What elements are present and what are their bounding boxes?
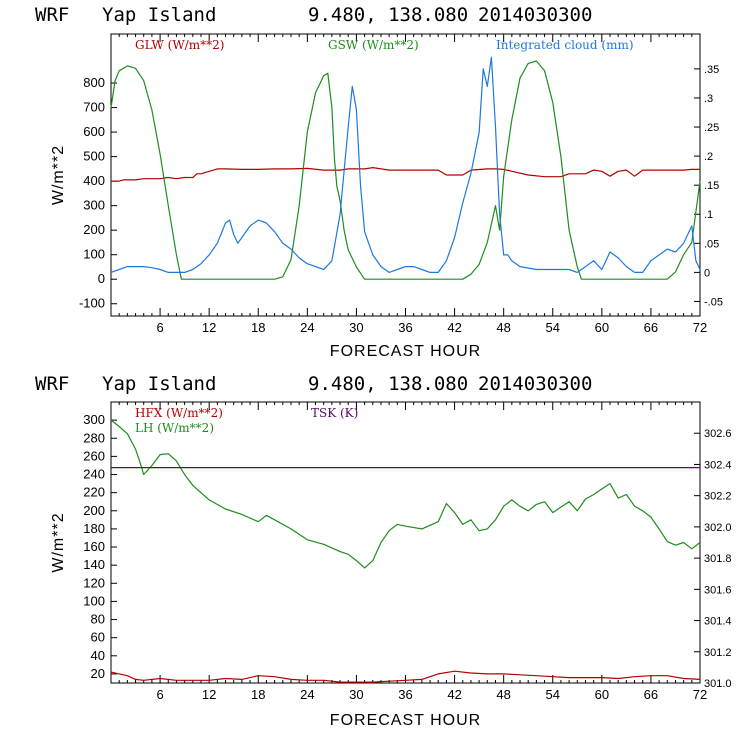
y2-tick-label: .05 (704, 238, 719, 250)
series-line-2 (110, 60, 701, 280)
y-tick-label: -100 (79, 296, 105, 311)
y-tick-label: 0 (98, 271, 105, 286)
y-tick-label: 60 (91, 630, 105, 645)
x-axis-label: FORECAST HOUR (330, 343, 481, 360)
header-coords: 9.480, 138.080 (308, 373, 468, 395)
y2-tick-label: 301.2 (704, 647, 732, 659)
y2-tick-label: 302.0 (704, 522, 732, 534)
y-tick-label: 500 (83, 149, 105, 164)
x-axis-label: FORECAST HOUR (330, 712, 481, 729)
y2-tick-label: 301.4 (704, 616, 732, 628)
header-model: WRF (35, 373, 69, 395)
legend-entry: HFX (W/m**2) (135, 406, 223, 420)
series-line-3 (110, 56, 701, 273)
header-location: Yap Island (102, 373, 216, 395)
y2-tick-label: 302.2 (704, 491, 732, 503)
y2-tick-label: .35 (704, 64, 719, 76)
x-tick-label: 60 (595, 687, 609, 702)
y-tick-label: 40 (91, 648, 105, 663)
x-tick-label: 42 (447, 320, 461, 335)
y-tick-label: 120 (83, 575, 105, 590)
legend-entry: TSK (K) (311, 406, 358, 420)
y2-tick-label: 302.6 (704, 428, 732, 440)
y-tick-label: 180 (83, 521, 105, 536)
y-tick-label: 300 (83, 412, 105, 427)
y-tick-label: 20 (91, 666, 105, 681)
y-tick-label: 260 (83, 448, 105, 463)
x-tick-label: 54 (546, 687, 560, 702)
x-tick-label: 48 (496, 320, 510, 335)
y-tick-label: 80 (91, 612, 105, 627)
legend-entry: Integrated cloud (mm) (496, 38, 634, 52)
x-tick-label: 66 (644, 687, 658, 702)
y-tick-label: 600 (83, 124, 105, 139)
plot-frame (110, 401, 701, 684)
y-tick-label: 200 (83, 222, 105, 237)
x-tick-label: 72 (693, 320, 707, 335)
y-tick-label: 400 (83, 173, 105, 188)
x-tick-label: 42 (447, 687, 461, 702)
legend-entry: LH (W/m**2) (135, 421, 214, 435)
x-tick-label: 24 (300, 320, 314, 335)
series-line-1 (110, 670, 701, 683)
y2-tick-label: 302.4 (704, 459, 732, 471)
series-line-2 (110, 419, 701, 569)
y-tick-label: 220 (83, 485, 105, 500)
x-tick-label: 6 (156, 320, 163, 335)
header-model: WRF (35, 4, 69, 26)
y-tick-label: 800 (83, 75, 105, 90)
y-tick-label: 100 (83, 593, 105, 608)
x-tick-label: 72 (693, 687, 707, 702)
panel-top: WRF Yap Island 9.480, 138.080 2014030300 6 12… (35, 4, 723, 360)
y-axis-label: W/m**2 (50, 145, 67, 205)
header-coords: 9.480, 138.080 (308, 4, 468, 26)
series-line-1 (111, 167, 700, 182)
x-tick-label: 60 (595, 320, 609, 335)
y-tick-label: 280 (83, 430, 105, 445)
y-tick-label: 160 (83, 539, 105, 554)
y2-tick-label: .25 (704, 122, 719, 134)
header-init-time: 2014030300 (478, 4, 592, 26)
y2-tick-label: 301.8 (704, 553, 732, 565)
y-tick-label: 300 (83, 198, 105, 213)
x-tick-label: 6 (156, 687, 163, 702)
y2-tick-label: 301.0 (704, 678, 732, 690)
y-tick-label: 100 (83, 247, 105, 262)
header-location: Yap Island (102, 4, 216, 26)
x-tick-label: 30 (349, 687, 363, 702)
x-tick-label: 30 (349, 320, 363, 335)
y2-tick-label: .1 (704, 209, 713, 221)
y-tick-label: 240 (83, 467, 105, 482)
x-tick-label: 48 (496, 687, 510, 702)
x-tick-label: 36 (398, 687, 412, 702)
y2-tick-label: 0 (704, 267, 710, 279)
x-tick-label: 24 (300, 687, 314, 702)
y2-tick-label: .15 (704, 180, 719, 192)
x-tick-label: 18 (251, 320, 265, 335)
y2-tick-label: .2 (704, 151, 713, 163)
header-init-time: 2014030300 (478, 373, 592, 395)
y-tick-label: 700 (83, 100, 105, 115)
legend-entry: GLW (W/m**2) (135, 38, 224, 52)
y-tick-label: 200 (83, 503, 105, 518)
x-tick-label: 12 (202, 687, 216, 702)
x-tick-label: 12 (202, 320, 216, 335)
y-axis-label: W/m**2 (50, 512, 67, 572)
x-tick-label: 66 (644, 320, 658, 335)
y2-tick-label: 301.6 (704, 584, 732, 596)
y-tick-label: 140 (83, 557, 105, 572)
y2-tick-label: .3 (704, 93, 713, 105)
x-tick-label: 36 (398, 320, 412, 335)
legend-entry: GSW (W/m**2) (328, 38, 419, 52)
x-tick-label: 18 (251, 687, 265, 702)
x-tick-label: 54 (546, 320, 560, 335)
y2-tick-label: -.05 (704, 296, 723, 308)
